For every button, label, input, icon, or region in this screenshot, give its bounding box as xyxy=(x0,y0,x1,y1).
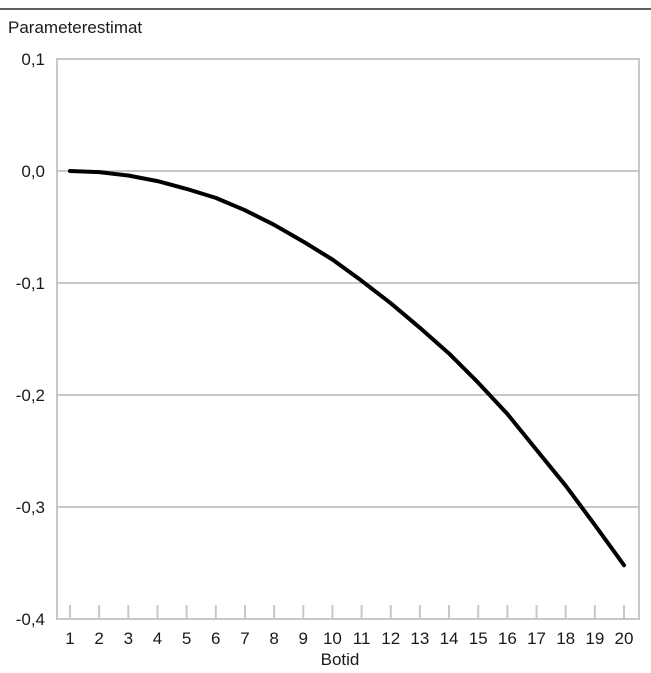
x-tick-label: 3 xyxy=(124,629,133,648)
y-axis-title: Parameterestimat xyxy=(8,18,142,37)
x-tick-label: 17 xyxy=(527,629,546,648)
x-tick-label: 18 xyxy=(556,629,575,648)
series-line xyxy=(68,169,626,568)
y-tick-label: -0,4 xyxy=(16,610,45,629)
y-tick-labels: 0,1 0,0 -0,1 -0,2 -0,3 -0,4 xyxy=(16,50,45,629)
x-tick-label: 20 xyxy=(615,629,634,648)
x-tick-label: 13 xyxy=(410,629,429,648)
plot-frame xyxy=(56,58,640,620)
x-tick-label: 12 xyxy=(381,629,400,648)
gridlines xyxy=(57,170,639,508)
x-tick-label: 16 xyxy=(498,629,517,648)
x-tick-label: 11 xyxy=(353,629,371,648)
x-tick-label: 9 xyxy=(299,629,308,648)
y-tick-label: 0,1 xyxy=(21,50,45,69)
x-tick-label: 6 xyxy=(211,629,220,648)
plot-frame-group xyxy=(56,58,640,620)
x-tick-label: 14 xyxy=(440,629,459,648)
x-tick-label: 15 xyxy=(469,629,488,648)
x-tick-labels: 1 2 3 4 5 6 7 8 9 10 11 12 13 14 15 16 17 18 19 20 xyxy=(65,629,633,648)
x-tick-label: 19 xyxy=(585,629,604,648)
x-tick-label: 4 xyxy=(153,629,162,648)
x-tick-label: 1 xyxy=(65,629,74,648)
x-tick-label: 8 xyxy=(269,629,278,648)
x-tick-label: 10 xyxy=(323,629,342,648)
y-tick-label: -0,2 xyxy=(16,386,45,405)
x-ticks xyxy=(69,605,625,619)
x-tick-label: 7 xyxy=(240,629,249,648)
x-tick-label: 5 xyxy=(182,629,191,648)
y-tick-label: -0,1 xyxy=(16,274,45,293)
x-axis-title: Botid xyxy=(321,650,360,669)
y-tick-label: 0,0 xyxy=(21,162,45,181)
y-tick-label: -0,3 xyxy=(16,498,45,517)
x-tick-label: 2 xyxy=(94,629,103,648)
